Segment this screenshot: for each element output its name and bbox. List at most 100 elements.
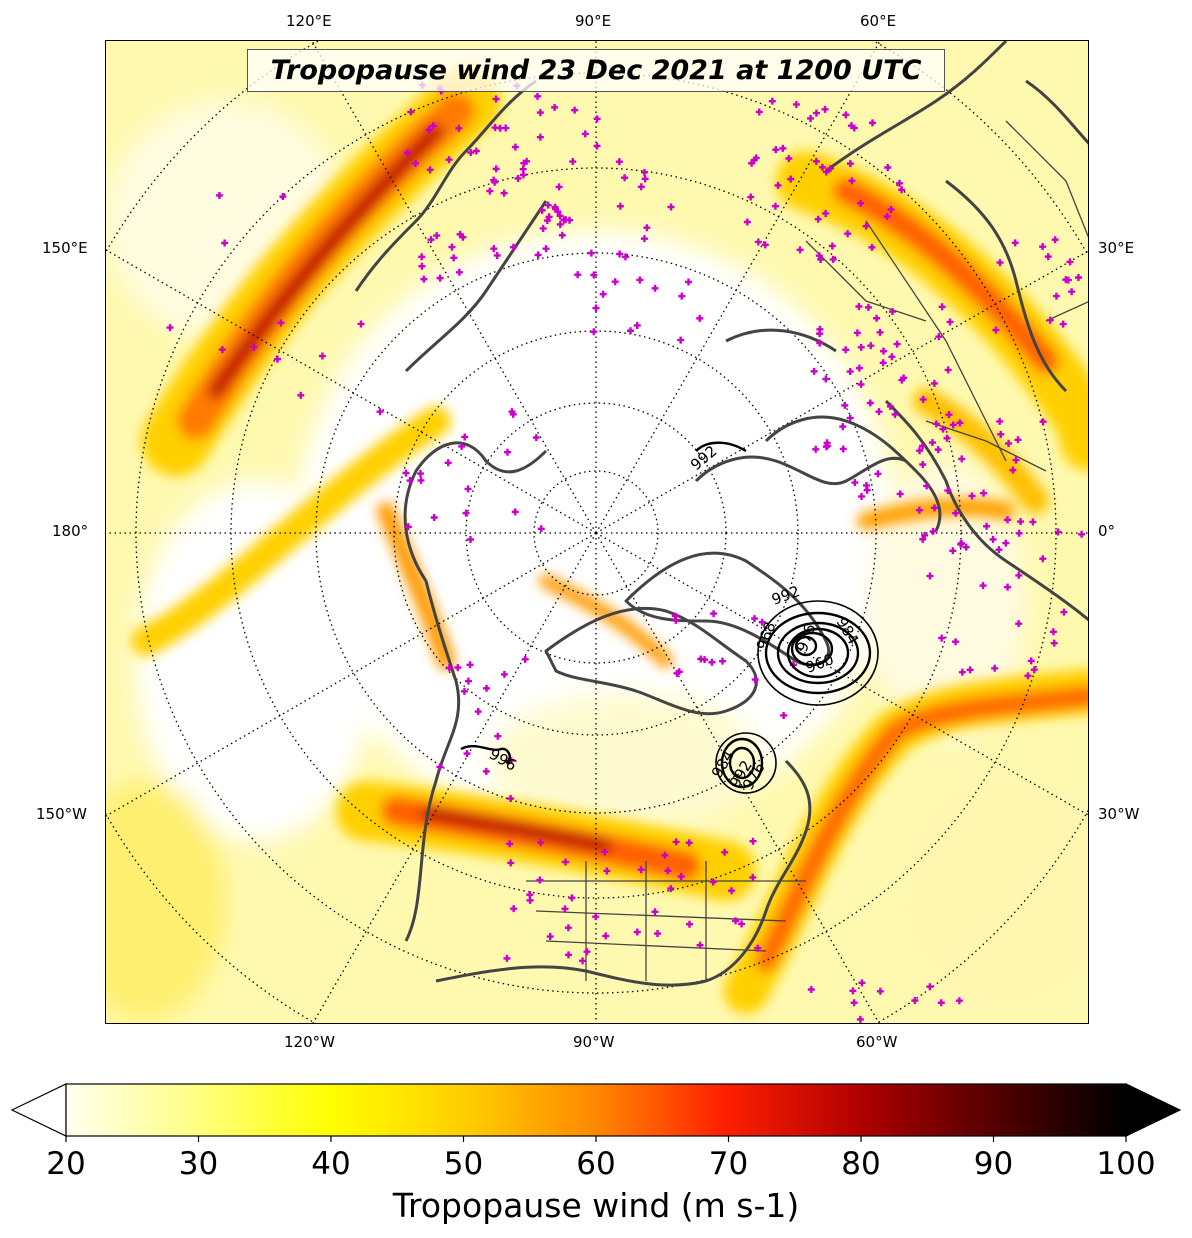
station-marker — [430, 513, 438, 521]
station-marker — [569, 158, 577, 166]
station-marker — [425, 126, 433, 134]
station-marker — [218, 346, 226, 354]
station-marker — [732, 917, 740, 925]
station-marker — [593, 142, 601, 150]
station-marker — [545, 213, 553, 221]
station-marker — [829, 255, 837, 263]
station-marker — [637, 866, 645, 874]
station-marker — [996, 259, 1004, 267]
tick-bottom-120w: 120°W — [284, 1033, 335, 1051]
station-marker — [850, 999, 858, 1007]
station-marker — [839, 423, 847, 431]
station-marker — [1005, 439, 1013, 447]
station-marker — [500, 189, 508, 197]
station-marker — [848, 177, 856, 185]
station-marker — [1027, 657, 1035, 665]
station-marker — [989, 535, 997, 543]
station-marker — [318, 352, 326, 360]
polar-stereographic-map: 992 984 976 968 960 976 992 984 992 996 — [106, 41, 1088, 1023]
station-marker — [685, 278, 693, 286]
station-marker — [884, 164, 892, 172]
station-marker — [928, 439, 936, 447]
station-marker — [532, 434, 540, 442]
map-panel: 992 984 976 968 960 976 992 984 992 996 — [105, 40, 1089, 1024]
station-marker — [636, 276, 644, 284]
station-marker — [968, 492, 976, 500]
station-marker — [896, 179, 904, 187]
station-marker — [949, 421, 957, 429]
station-marker — [640, 235, 648, 243]
station-marker — [166, 324, 174, 332]
station-marker — [785, 155, 793, 163]
station-marker — [571, 106, 579, 114]
station-marker — [494, 732, 502, 740]
station-marker — [673, 669, 681, 677]
station-marker — [846, 414, 854, 422]
tick-top-90e: 90°E — [575, 12, 612, 30]
station-marker — [539, 224, 547, 232]
station-marker — [921, 531, 929, 539]
station-marker — [616, 202, 624, 210]
station-marker — [887, 205, 895, 213]
station-marker — [934, 446, 942, 454]
station-marker — [944, 487, 952, 495]
station-marker — [821, 105, 829, 113]
colorbar-tick: 20 — [46, 1146, 86, 1182]
station-marker — [1002, 539, 1010, 547]
colorbar-label: Tropopause wind (m s-1) — [392, 1186, 800, 1225]
station-marker — [565, 951, 573, 959]
tick-right-0: 0° — [1098, 522, 1116, 540]
station-marker — [822, 375, 830, 383]
station-marker — [1050, 639, 1058, 647]
station-marker — [822, 209, 830, 217]
station-marker — [919, 460, 927, 468]
station-marker — [792, 100, 800, 108]
station-marker — [1015, 571, 1023, 579]
station-marker — [536, 876, 544, 884]
station-marker — [823, 439, 831, 447]
station-marker — [751, 615, 759, 623]
station-marker — [846, 368, 854, 376]
station-marker — [929, 527, 937, 535]
station-marker — [551, 103, 559, 111]
station-marker — [543, 217, 551, 225]
station-marker — [444, 459, 452, 467]
tick-top-60e: 60°E — [860, 12, 897, 30]
station-marker — [958, 668, 966, 676]
tick-top-120e: 120°E — [286, 12, 332, 30]
station-marker — [1066, 258, 1074, 266]
station-marker — [962, 543, 970, 551]
station-marker — [654, 930, 662, 938]
station-marker — [455, 268, 463, 276]
station-marker — [1015, 529, 1023, 537]
station-marker — [957, 540, 965, 548]
station-marker — [603, 867, 611, 875]
station-marker — [876, 328, 884, 336]
station-marker — [911, 997, 919, 1005]
station-marker — [1054, 528, 1062, 536]
station-marker — [807, 986, 815, 994]
station-marker — [536, 109, 544, 117]
station-marker — [521, 655, 529, 663]
station-marker — [514, 174, 522, 182]
station-marker — [436, 763, 444, 771]
station-marker — [556, 220, 564, 228]
station-marker — [815, 252, 823, 260]
station-marker — [888, 308, 896, 316]
station-marker — [493, 251, 501, 259]
station-marker — [956, 419, 964, 427]
tick-bottom-60w: 60°W — [856, 1033, 898, 1051]
station-marker — [849, 987, 857, 995]
colorbar-extend-max — [1125, 1083, 1182, 1137]
station-marker — [1039, 555, 1047, 563]
station-marker — [1064, 276, 1072, 284]
station-marker — [768, 97, 776, 105]
coastlines — [354, 41, 1088, 987]
station-marker — [534, 251, 542, 259]
station-marker — [816, 339, 824, 347]
station-marker — [685, 839, 693, 847]
station-marker — [862, 222, 870, 230]
station-marker — [546, 933, 554, 941]
colorbar-tick: 80 — [841, 1146, 881, 1182]
station-marker — [416, 470, 424, 478]
